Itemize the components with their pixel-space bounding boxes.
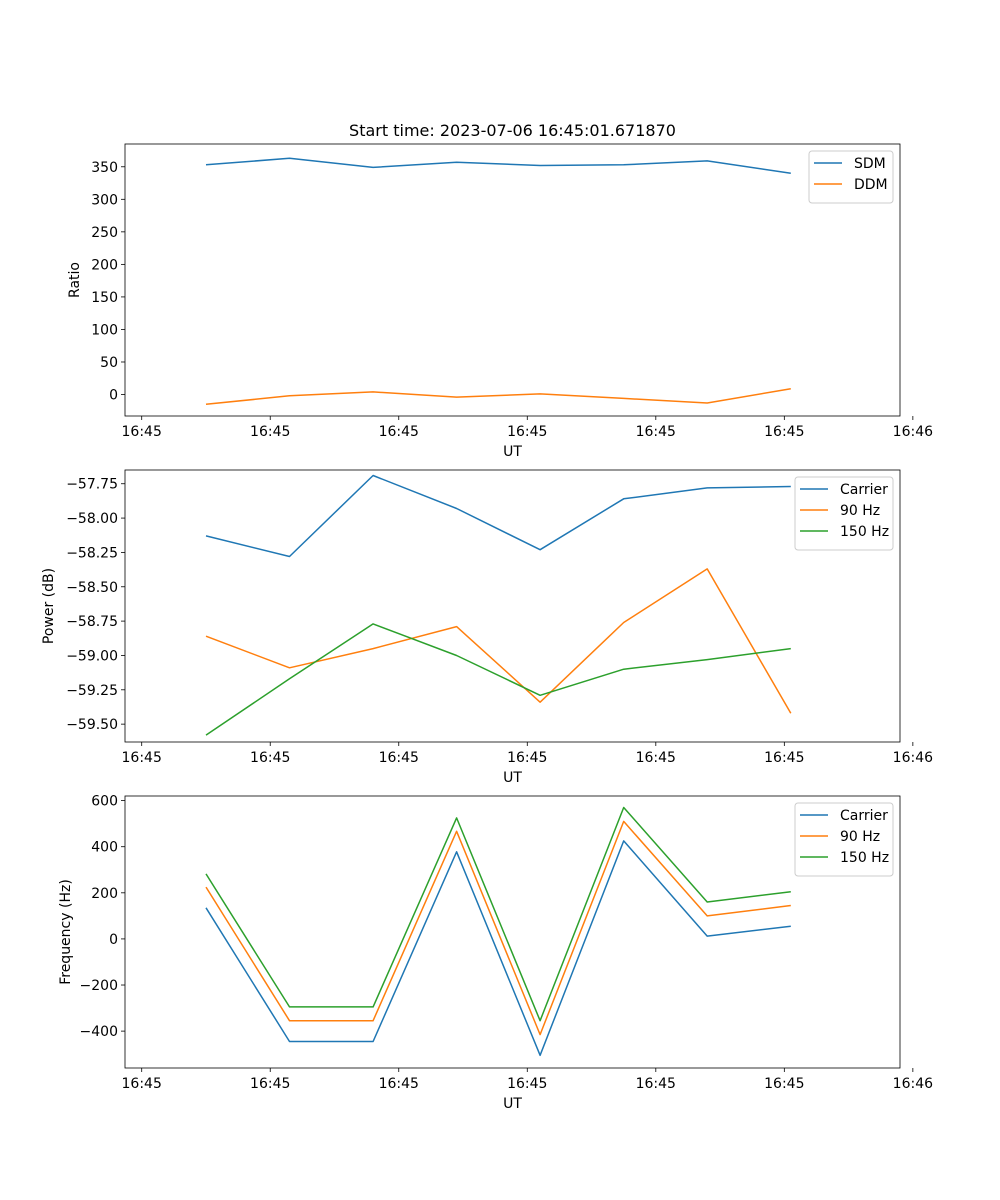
y-tick-label: 250 xyxy=(91,225,118,241)
y-tick-label: −400 xyxy=(80,1024,118,1040)
x-tick-label: 16:46 xyxy=(893,750,933,766)
y-tick-label: 350 xyxy=(91,160,118,176)
legend-box xyxy=(808,150,894,204)
legend-label: 90 Hz xyxy=(840,829,880,845)
x-tick-label: 16:45 xyxy=(379,1076,419,1092)
y-tick-label: −57.75 xyxy=(66,477,118,493)
chart-panel-2: 16:45 16:45 16:45 16:45 16:45 16:45 16:46 −59.5… xyxy=(41,469,933,786)
y-tick-label: 100 xyxy=(91,322,118,338)
x-tick-label: 16:45 xyxy=(764,1076,804,1092)
axes-frame xyxy=(124,143,901,417)
x-tick-label: 16:45 xyxy=(250,424,290,440)
axes-frame xyxy=(124,795,901,1069)
y-tick-label: 400 xyxy=(91,840,118,856)
legend-label: DDM xyxy=(854,177,888,193)
legend-label: 90 Hz xyxy=(840,503,880,519)
y-tick-label: 300 xyxy=(91,192,118,208)
x-tick-label: 16:45 xyxy=(764,424,804,440)
y-tick-label: −200 xyxy=(80,978,118,994)
legend: Carrier 90 Hz 150 Hz xyxy=(794,802,894,877)
y-tick-label: −58.25 xyxy=(66,545,118,561)
panels: 16:45 16:45 16:45 16:45 16:45 16:45 16:46 0 50 10… xyxy=(41,143,933,1112)
legend-label: Carrier xyxy=(840,482,888,498)
legend-label: 150 Hz xyxy=(840,850,889,866)
y-tick-label: 0 xyxy=(109,932,118,948)
y-axis-label: Frequency (Hz) xyxy=(58,879,74,985)
x-tick-label: 16:45 xyxy=(636,1076,676,1092)
y-tick-label: −59.50 xyxy=(66,717,118,733)
series-line-carrier xyxy=(205,840,791,1057)
x-tick-label: 16:45 xyxy=(122,424,162,440)
y-tick-label: −58.50 xyxy=(66,580,118,596)
x-axis-label: UT xyxy=(503,770,522,786)
legend-label: 150 Hz xyxy=(840,524,889,540)
axes-frame xyxy=(124,469,901,743)
x-tick-label: 16:46 xyxy=(893,424,933,440)
x-tick-label: 16:45 xyxy=(636,750,676,766)
x-tick-label: 16:45 xyxy=(507,424,547,440)
y-tick-label: 200 xyxy=(91,886,118,902)
x-tick-label: 16:45 xyxy=(507,1076,547,1092)
y-tick-label: 0 xyxy=(109,388,118,404)
figure-title: Start time: 2023-07-06 16:45:01.671870 xyxy=(349,121,676,140)
series-line-sdm xyxy=(205,157,791,175)
legend-label: SDM xyxy=(854,156,886,172)
y-tick-label: 50 xyxy=(100,355,118,371)
x-tick-label: 16:45 xyxy=(379,424,419,440)
x-tick-label: 16:45 xyxy=(507,750,547,766)
x-tick-label: 16:45 xyxy=(122,1076,162,1092)
series-line-90-hz xyxy=(205,568,792,714)
x-tick-label: 16:45 xyxy=(636,424,676,440)
x-tick-label: 16:45 xyxy=(250,1076,290,1092)
series-line-150-hz xyxy=(205,806,791,1022)
chart-panel-1: 16:45 16:45 16:45 16:45 16:45 16:45 16:46 0 50 10… xyxy=(67,143,933,460)
x-tick-label: 16:45 xyxy=(250,750,290,766)
series-line-90-hz xyxy=(205,820,791,1036)
x-tick-label: 16:45 xyxy=(122,750,162,766)
legend: SDM DDM xyxy=(808,150,894,204)
series-line-ddm xyxy=(205,387,791,406)
series-line-150-hz xyxy=(205,623,791,736)
y-tick-label: 600 xyxy=(91,794,118,810)
series-line-carrier xyxy=(205,474,791,558)
x-tick-label: 16:45 xyxy=(379,750,419,766)
x-axis-label: UT xyxy=(503,1096,522,1112)
legend-label: Carrier xyxy=(840,808,888,824)
x-tick-label: 16:45 xyxy=(764,750,804,766)
y-axis-label: Power (dB) xyxy=(41,568,57,644)
y-tick-label: −59.25 xyxy=(66,683,118,699)
y-tick-label: 200 xyxy=(91,257,118,273)
y-tick-label: 150 xyxy=(91,290,118,306)
x-tick-label: 16:46 xyxy=(893,1076,933,1092)
y-tick-label: −58.75 xyxy=(66,614,118,630)
x-axis-label: UT xyxy=(503,444,522,460)
y-axis-label: Ratio xyxy=(67,262,83,298)
legend: Carrier 90 Hz 150 Hz xyxy=(794,476,894,551)
y-tick-label: −58.00 xyxy=(66,511,118,527)
chart-panel-3: 16:45 16:45 16:45 16:45 16:45 16:45 16:46 −400 −… xyxy=(58,794,933,1112)
y-tick-label: −59.00 xyxy=(66,648,118,664)
